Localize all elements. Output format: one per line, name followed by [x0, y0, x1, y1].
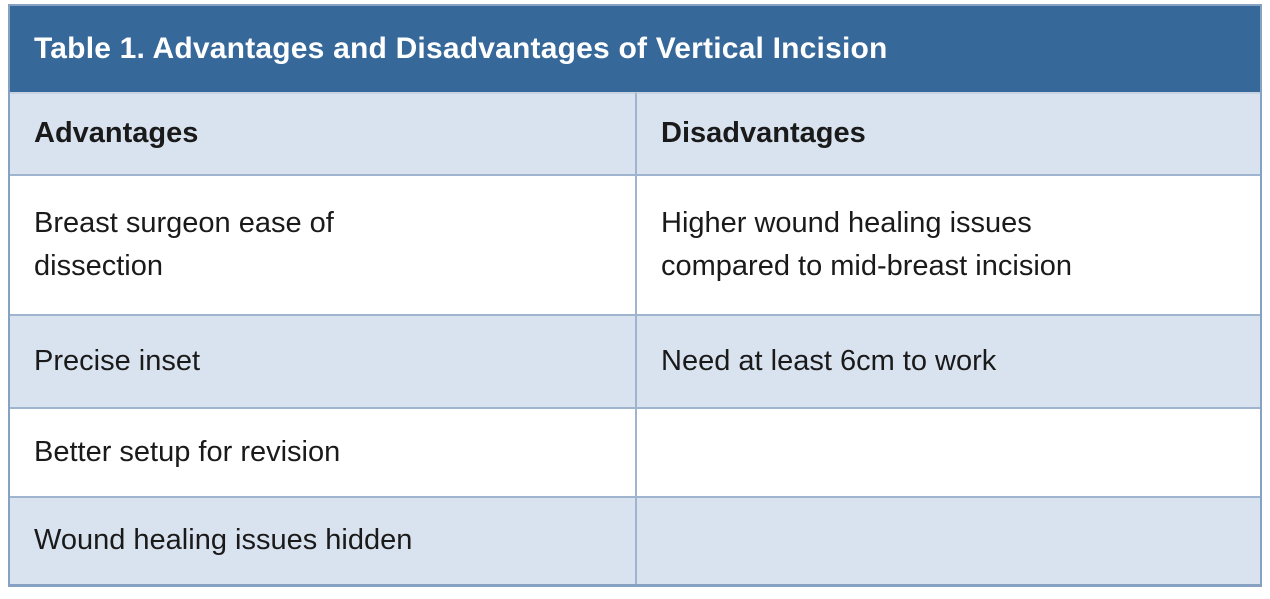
- table-row: Better setup for revision: [10, 407, 1260, 496]
- table-title-bar: Table 1. Advantages and Disadvantages of…: [10, 6, 1260, 92]
- advantages-disadvantages-table: Table 1. Advantages and Disadvantages of…: [8, 4, 1262, 587]
- table-row: Precise inset Need at least 6cm to work: [10, 314, 1260, 407]
- table-title: Table 1. Advantages and Disadvantages of…: [34, 32, 888, 65]
- table-row: Breast surgeon ease of dissection Higher…: [10, 174, 1260, 314]
- column-header-advantages: Advantages: [10, 92, 635, 174]
- column-header-disadvantages: Disadvantages: [635, 92, 1260, 174]
- advantage-cell: Breast surgeon ease of dissection: [10, 174, 635, 314]
- disadvantage-cell: [635, 496, 1260, 584]
- disadvantage-cell: [635, 407, 1260, 496]
- advantage-cell: Wound healing issues hidden: [10, 496, 635, 584]
- disadvantage-cell: Need at least 6cm to work: [635, 314, 1260, 407]
- table-row: Wound healing issues hidden: [10, 496, 1260, 584]
- advantage-cell: Better setup for revision: [10, 407, 635, 496]
- disadvantage-cell: Higher wound healing issues compared to …: [635, 174, 1260, 314]
- column-header-row: Advantages Disadvantages: [10, 92, 1260, 174]
- advantage-cell: Precise inset: [10, 314, 635, 407]
